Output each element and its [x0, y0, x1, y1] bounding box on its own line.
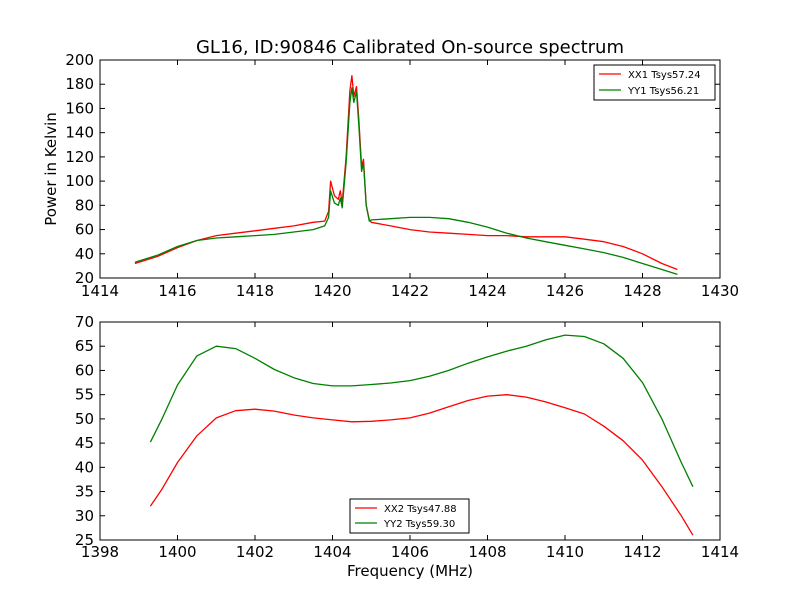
bottom-y-ticks: 25 30 35 40 45 50 55 60 65 70	[75, 313, 94, 549]
top-x-tick-label: 1414	[81, 282, 119, 300]
bottom-tick-marks	[99, 321, 721, 541]
bottom-chart-xlabel: Frequency (MHz)	[347, 562, 473, 580]
bottom-y-tick-label: 35	[75, 483, 94, 501]
top-y-tick-label: 20	[75, 269, 94, 287]
bottom-legend-label-xx2: XX2 Tsys47.88	[384, 504, 457, 515]
bottom-y-tick-label: 25	[75, 531, 94, 549]
top-y-tick-label: 180	[65, 75, 94, 93]
bottom-x-tick-label: 1400	[158, 543, 196, 561]
bottom-y-tick-label: 50	[75, 410, 94, 428]
bottom-chart: 1398 1400 1402 1404 1406 1408 1410 1412 …	[75, 313, 739, 580]
bottom-x-tick-label: 1412	[623, 543, 661, 561]
top-x-tick-label: 1418	[236, 282, 274, 300]
top-series-lines	[134, 75, 678, 276]
top-y-tick-label: 40	[75, 245, 94, 263]
bottom-x-ticks: 1398 1400 1402 1404 1406 1408 1410 1412 …	[81, 543, 739, 561]
top-legend-label-xx1: XX1 Tsys57.24	[628, 70, 701, 81]
bottom-y-tick-label: 70	[75, 313, 94, 331]
top-y-tick-label: 100	[65, 172, 94, 190]
bottom-series-lines	[149, 334, 694, 536]
top-x-ticks: 1414 1416 1418 1420 1422 1424 1426 1428 …	[81, 282, 739, 300]
top-legend-label-yy1: YY1 Tsys56.21	[627, 86, 699, 97]
bottom-x-tick-label: 1414	[701, 543, 739, 561]
top-chart: GL16, ID:90846 Calibrated On-source spec…	[42, 37, 739, 300]
bottom-y-tick-label: 60	[75, 361, 94, 379]
bottom-x-tick-label: 1398	[81, 543, 119, 561]
top-x-tick-label: 1424	[468, 282, 506, 300]
top-x-tick-label: 1426	[546, 282, 584, 300]
top-y-tick-label: 140	[65, 124, 94, 142]
bottom-y-tick-label: 55	[75, 386, 94, 404]
bottom-y-tick-label: 30	[75, 507, 94, 525]
top-legend: XX1 Tsys57.24 YY1 Tsys56.21	[593, 64, 716, 101]
top-y-tick-label: 200	[65, 51, 94, 69]
top-x-tick-label: 1416	[158, 282, 196, 300]
top-tick-marks	[99, 59, 721, 279]
bottom-legend-label-yy2: YY2 Tsys59.30	[383, 519, 455, 530]
bottom-y-tick-label: 65	[75, 337, 94, 355]
top-x-tick-label: 1420	[313, 282, 351, 300]
top-y-tick-label: 60	[75, 221, 94, 239]
bottom-x-tick-label: 1410	[546, 543, 584, 561]
bottom-x-tick-label: 1406	[391, 543, 429, 561]
bottom-x-tick-label: 1402	[236, 543, 274, 561]
bottom-legend-box	[349, 498, 470, 534]
bottom-series-line-1	[149, 334, 694, 487]
bottom-x-tick-label: 1404	[313, 543, 351, 561]
top-y-tick-label: 160	[65, 99, 94, 117]
top-chart-title: GL16, ID:90846 Calibrated On-source spec…	[196, 37, 624, 58]
bottom-series-line-0	[149, 394, 694, 536]
bottom-y-tick-label: 45	[75, 434, 94, 452]
top-x-tick-label: 1422	[391, 282, 429, 300]
top-x-tick-label: 1428	[623, 282, 661, 300]
top-x-tick-label: 1430	[701, 282, 739, 300]
top-legend-box	[593, 64, 716, 101]
bottom-y-tick-label: 40	[75, 458, 94, 476]
top-chart-ylabel: Power in Kelvin	[42, 112, 60, 226]
top-y-tick-label: 120	[65, 148, 94, 166]
top-y-tick-label: 80	[75, 196, 94, 214]
bottom-x-tick-label: 1408	[468, 543, 506, 561]
bottom-legend: XX2 Tsys47.88 YY2 Tsys59.30	[349, 498, 470, 534]
top-y-ticks: 20 40 60 80 100 120 140 160 180 200	[65, 51, 94, 287]
top-series-line-1	[134, 87, 678, 276]
